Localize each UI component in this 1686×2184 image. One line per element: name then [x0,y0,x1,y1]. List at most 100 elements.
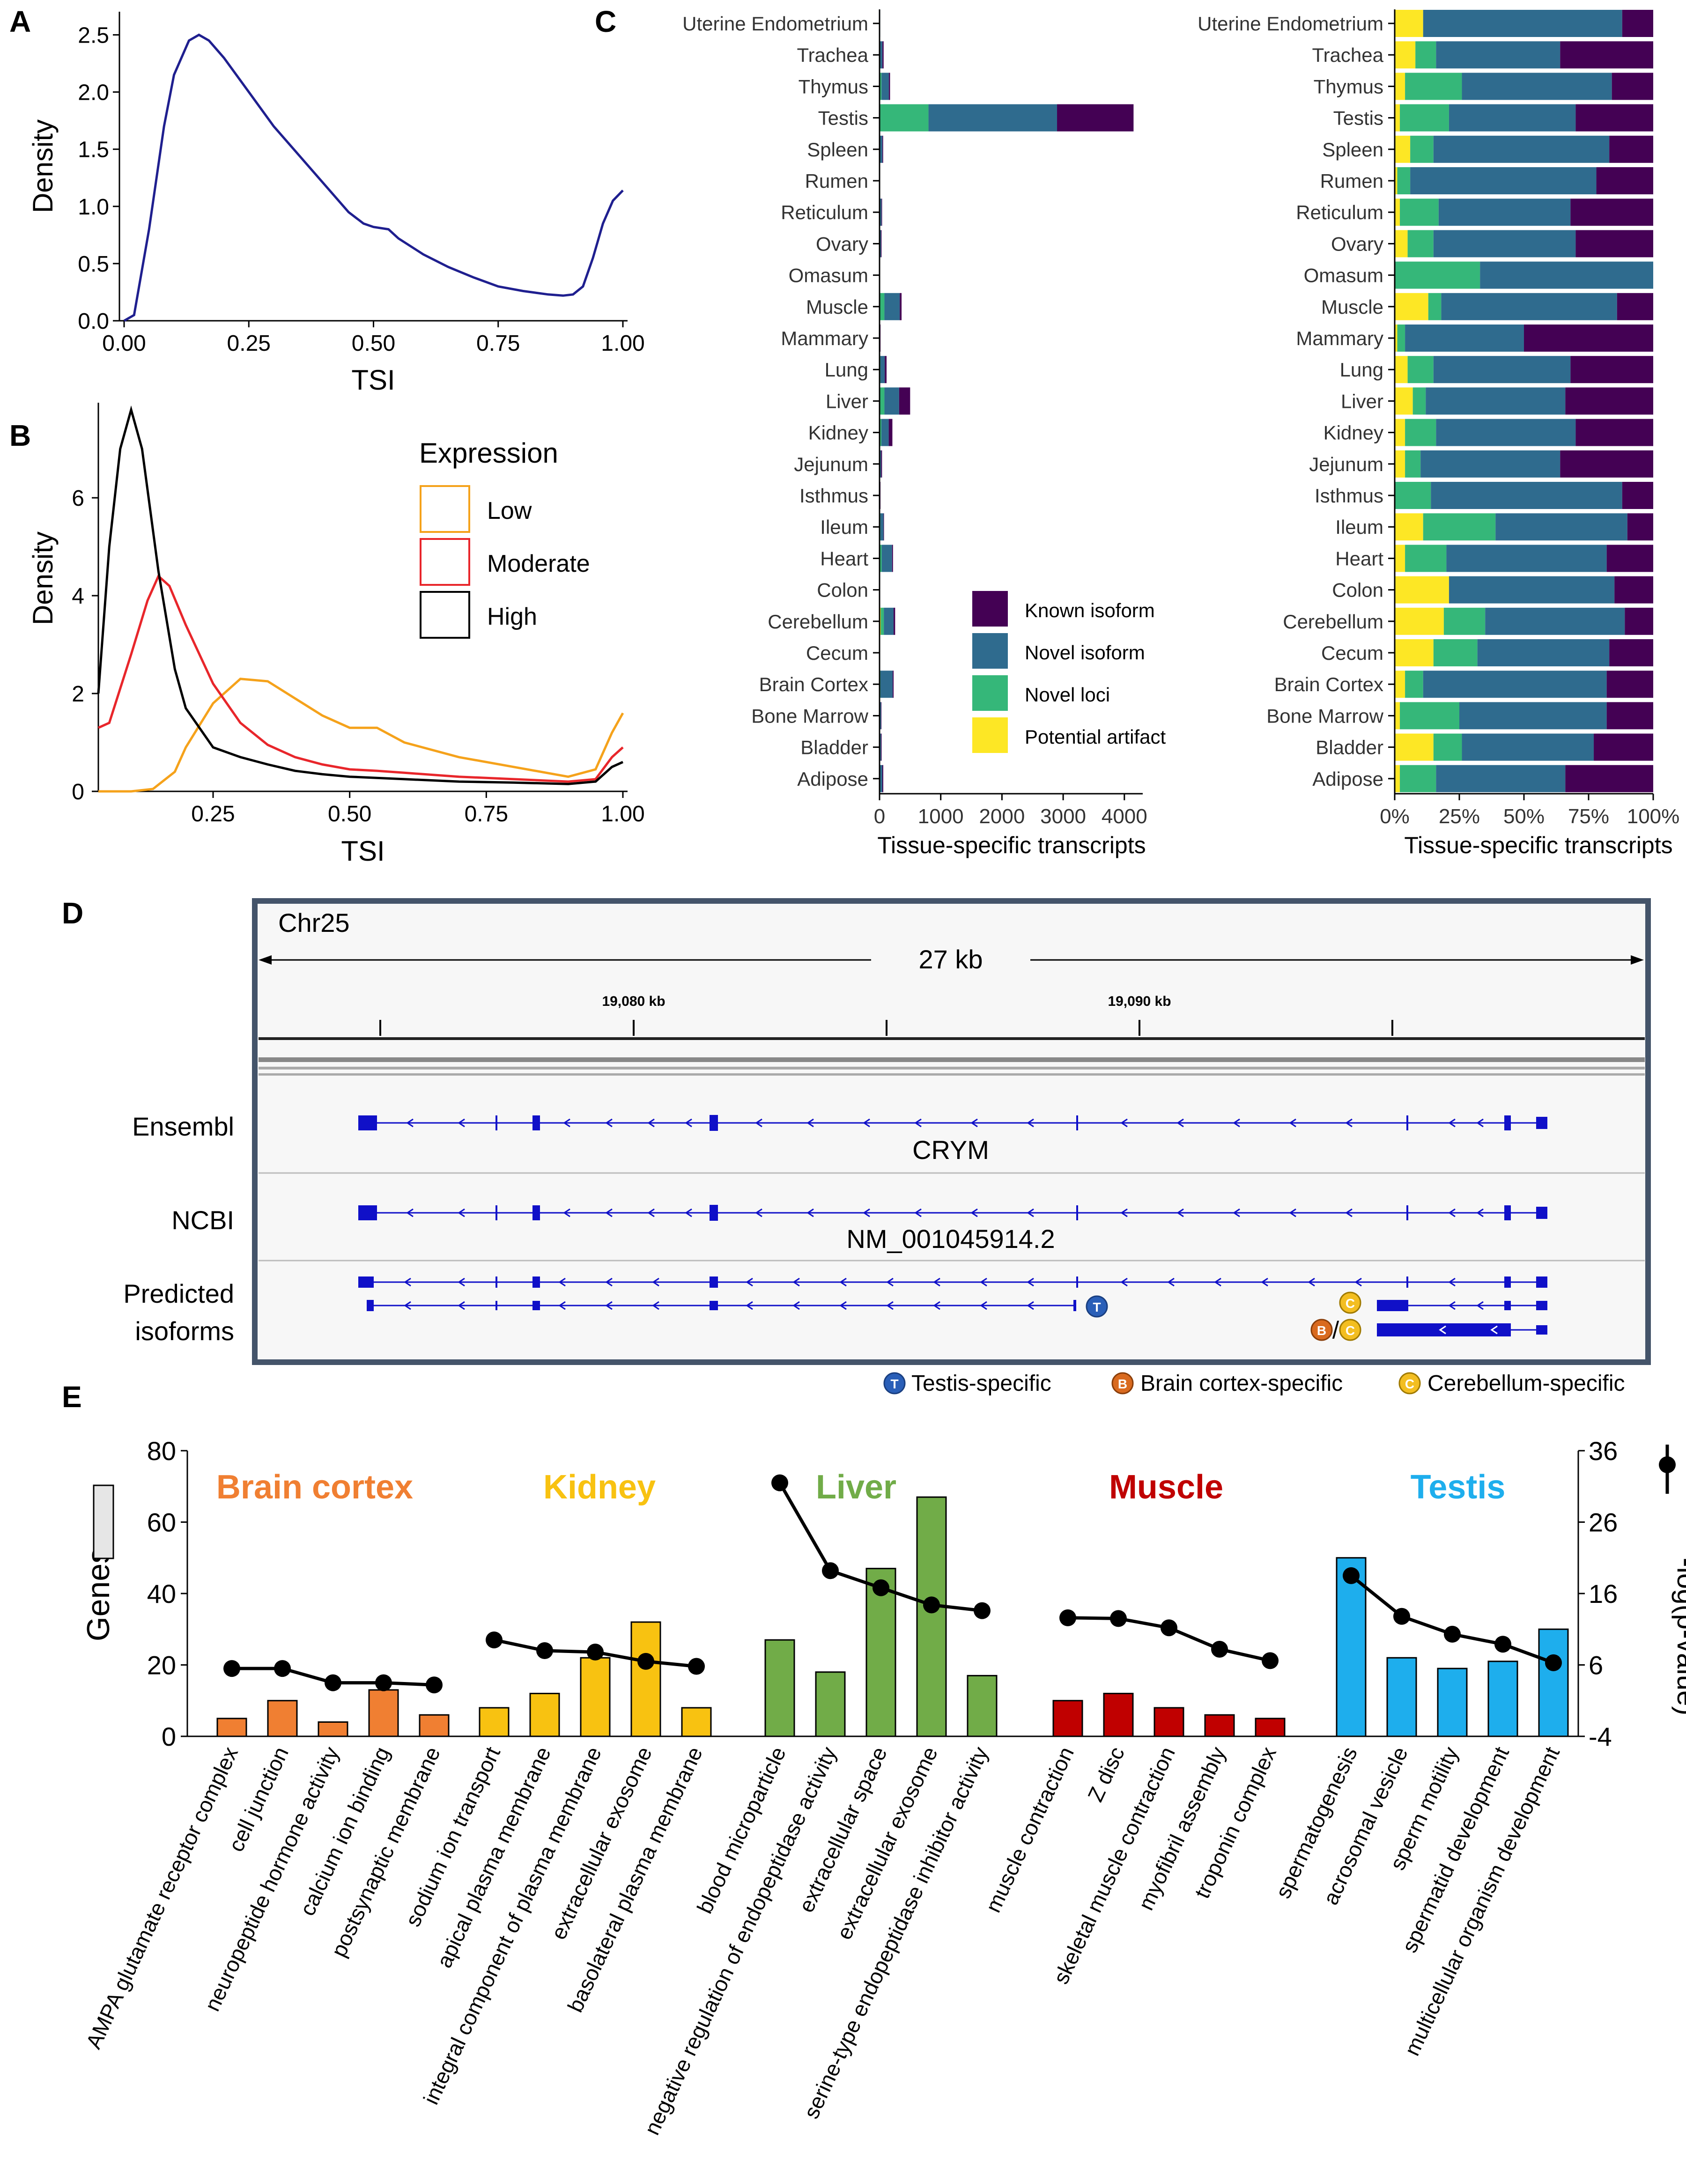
novel-isoform-segment [881,545,892,572]
x-tick-label: 4000 [1102,805,1147,828]
novel-loci-segment [1400,199,1439,226]
category-label: Reticulum [781,201,868,223]
tag-cerebellum-icon: C [1339,1291,1361,1314]
category-label: Mammary [1296,327,1383,349]
known-isoform-segment [882,765,883,792]
artifact-segment [1395,513,1423,541]
strand-chevron-icon [863,1118,870,1128]
x-axis-label: TSI [351,364,395,396]
novel-loci-segment [1412,387,1426,415]
legend-label: Novel loci [1025,684,1110,706]
exon [358,1276,374,1288]
strand-chevron-icon [647,1208,655,1217]
exon [1406,1115,1408,1130]
strand-chevron-icon [605,1301,613,1310]
category-label: Muscle [806,296,868,318]
x-tick-label: 25% [1439,805,1480,828]
genes-bar [368,1689,399,1737]
exon [358,1205,377,1220]
category-label: Bladder [800,737,868,759]
artifact-segment [1395,639,1434,666]
known-isoform-segment [1609,639,1653,666]
legend-tag-letter: B [1118,1377,1127,1391]
strand-chevron-icon [1289,1208,1296,1217]
strand-chevron-icon [404,1301,411,1310]
strand-chevron-icon [970,1208,978,1217]
category-label: Spleen [1322,139,1383,161]
novel-loci-segment [880,419,881,446]
neglogp-point [1262,1652,1279,1669]
artifact-segment [1395,293,1428,320]
novel-loci-segment [880,387,885,415]
category-label: Ovary [816,233,868,255]
legend-label: Brain cortex-specific [1140,1371,1343,1396]
legend-tag-letter: C [1405,1377,1414,1391]
novel-isoform-segment [1459,702,1607,730]
strand-chevron-icon [685,1208,692,1217]
artifact-segment [1395,671,1405,698]
x-axis-label: Tissue-specific transcripts [877,832,1146,858]
exon [1406,1276,1408,1288]
genes-bar [580,1657,611,1737]
genes-bar [216,1718,247,1737]
novel-isoform-segment [1431,482,1622,509]
novel-loci-segment [1405,450,1421,478]
known-isoform-segment [892,545,893,572]
novel-isoform-segment [1436,765,1566,792]
artifact-segment [1395,104,1400,132]
known-isoform-segment [885,356,887,384]
x-tick-label: 0.25 [191,802,235,826]
exon [1536,1117,1547,1129]
genes-bar [916,1496,947,1737]
exon [1536,1276,1547,1288]
category-label: Brain Cortex [759,673,868,695]
neglogp-line [1350,1574,1554,1665]
legend-swatch-novel-loci [972,675,1008,711]
genes-bar [630,1621,661,1737]
category-label: Jejunum [794,453,868,475]
strand-chevron-icon [458,1118,465,1128]
track-label-predicted: isoforms [135,1316,234,1346]
strand-chevron-icon [1476,1118,1484,1128]
category-label: Cecum [1321,642,1383,664]
strand-chevron-icon [652,1301,659,1310]
category-label: Adipose [1312,768,1383,790]
panel-label-c: C [595,5,616,38]
x-tick-label: 50% [1503,805,1545,828]
neglogp-point [274,1660,291,1677]
novel-loci-segment [880,607,884,635]
x-tick-label: 75% [1568,805,1609,828]
strand-chevron-icon [652,1277,659,1287]
artifact-segment [1395,733,1434,761]
density-line-all [123,33,624,322]
x-tick-label: 0 [874,805,885,828]
neglogp-point [1110,1610,1127,1627]
known-isoform-segment [882,41,884,69]
novel-isoform-segment [1423,671,1607,698]
strand-chevron-icon [563,1118,570,1128]
track-label-ncbi: NCBI [171,1205,234,1235]
strand-chevron-icon [970,1118,978,1128]
exon [532,1205,540,1220]
strand-chevron-icon [685,1118,692,1128]
strand-chevron-icon [1476,1325,1484,1335]
strand-chevron-icon [886,1277,894,1287]
strand-chevron-icon [1176,1208,1184,1217]
novel-loci-segment [1433,733,1462,761]
group-title: Brain cortex [216,1468,413,1506]
artifact-segment [1395,356,1408,384]
exon [1377,1323,1511,1336]
exon [532,1301,540,1310]
novel-loci-segment [1397,167,1411,194]
y-tick-label: 2.5 [78,23,109,48]
novel-isoform-segment [881,73,889,100]
y-tick-label: 1.0 [78,195,109,220]
span-label: 27 kb [919,944,983,974]
legend-label: Moderate [487,550,590,577]
svg-text:B: B [1317,1323,1326,1338]
panel-label-e: E [62,1380,82,1414]
category-label: Bone Marrow [751,705,868,727]
arrow-left-icon [259,955,272,965]
density-line-moderate [97,574,624,783]
